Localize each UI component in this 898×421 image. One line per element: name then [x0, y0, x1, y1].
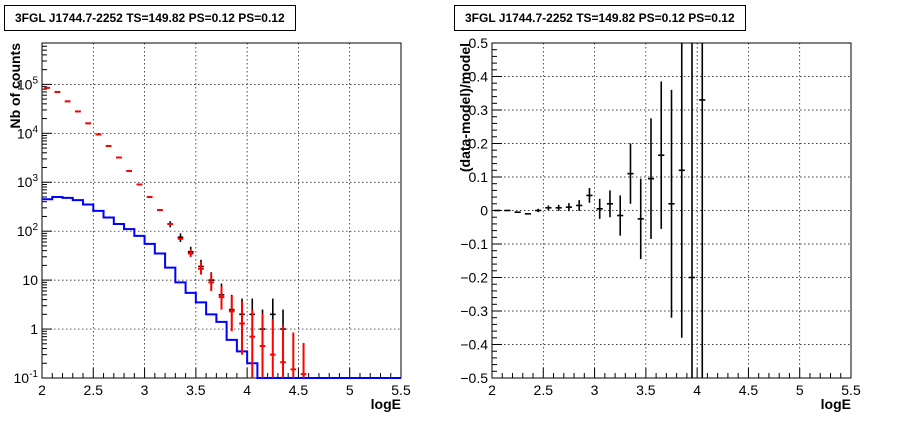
- chart0-y-tick-label-4: 103: [17, 173, 39, 190]
- chart1-x-tick-label-2: 3: [591, 382, 599, 398]
- chart1-y-tick-label-7: 0.2: [469, 136, 489, 152]
- chart1-x-tick-label-1: 2.5: [534, 382, 554, 398]
- chart1-y-tick-label-4: −0.1: [460, 236, 488, 252]
- chart1-x-tick-label-6: 5: [796, 382, 804, 398]
- chart1-y-tick-label-3: −0.2: [460, 270, 488, 286]
- left-chart-title: 3FGL J1744.7-2252 TS=149.82 PS=0.12 PS=0…: [4, 5, 296, 31]
- chart1-y-tick-label-8: 0.3: [469, 102, 489, 118]
- chart1-x-tick-label-7: 5.5: [841, 382, 861, 398]
- chart1-x-axis-label: logE: [821, 396, 851, 412]
- chart0-x-tick-label-3: 3.5: [186, 382, 206, 398]
- chart0-y-tick-label-2: 10: [22, 272, 38, 288]
- chart1-x-tick-label-0: 2: [488, 382, 496, 398]
- chart1-y-tick-label-0: −0.5: [460, 370, 488, 386]
- chart0-y-tick-label-6: 105: [17, 75, 39, 92]
- chart1-y-tick-label-2: −0.3: [460, 303, 488, 319]
- chart0-frame: [41, 42, 402, 379]
- chart0-x-tick-label-6: 5: [346, 382, 354, 398]
- chart1-y-tick-label-1: −0.4: [460, 337, 488, 353]
- chart1-x-tick-label-3: 3.5: [636, 382, 656, 398]
- chart0-y-tick-label-1: 1: [30, 321, 38, 337]
- chart0-x-axis-label: logE: [371, 396, 401, 412]
- chart1-y-tick-label-6: 0.1: [469, 169, 489, 185]
- chart0-x-tick-label-0: 2: [38, 382, 46, 398]
- chart1-y-axis-label: (data-model)/model: [457, 43, 473, 172]
- chart0-x-tick-label-7: 5.5: [391, 382, 411, 398]
- chart1-y-tick-label-10: 0.5: [469, 35, 489, 51]
- chart0-x-tick-label-4: 4: [243, 382, 251, 398]
- chart1-y-tick-label-5: 0: [480, 203, 488, 219]
- chart0-x-tick-label-5: 4.5: [289, 382, 309, 398]
- chart0-y-tick-label-5: 104: [17, 124, 39, 141]
- chart1-x-tick-label-4: 4: [693, 382, 701, 398]
- chart1-y-tick-label-9: 0.4: [469, 69, 489, 85]
- chart0-y-tick-label-0: 10-1: [14, 369, 39, 386]
- chart0-series-blue-histogram: [42, 195, 401, 379]
- chart0-y-axis-label: Nb of counts: [7, 43, 23, 129]
- chart1-x-tick-label-5: 4.5: [739, 382, 759, 398]
- chart0-y-tick-label-3: 102: [17, 222, 39, 239]
- chart0-x-tick-label-1: 2.5: [84, 382, 104, 398]
- right-chart-title: 3FGL J1744.7-2252 TS=149.82 PS=0.12 PS=0…: [454, 5, 746, 31]
- chart0-x-tick-label-2: 3: [141, 382, 149, 398]
